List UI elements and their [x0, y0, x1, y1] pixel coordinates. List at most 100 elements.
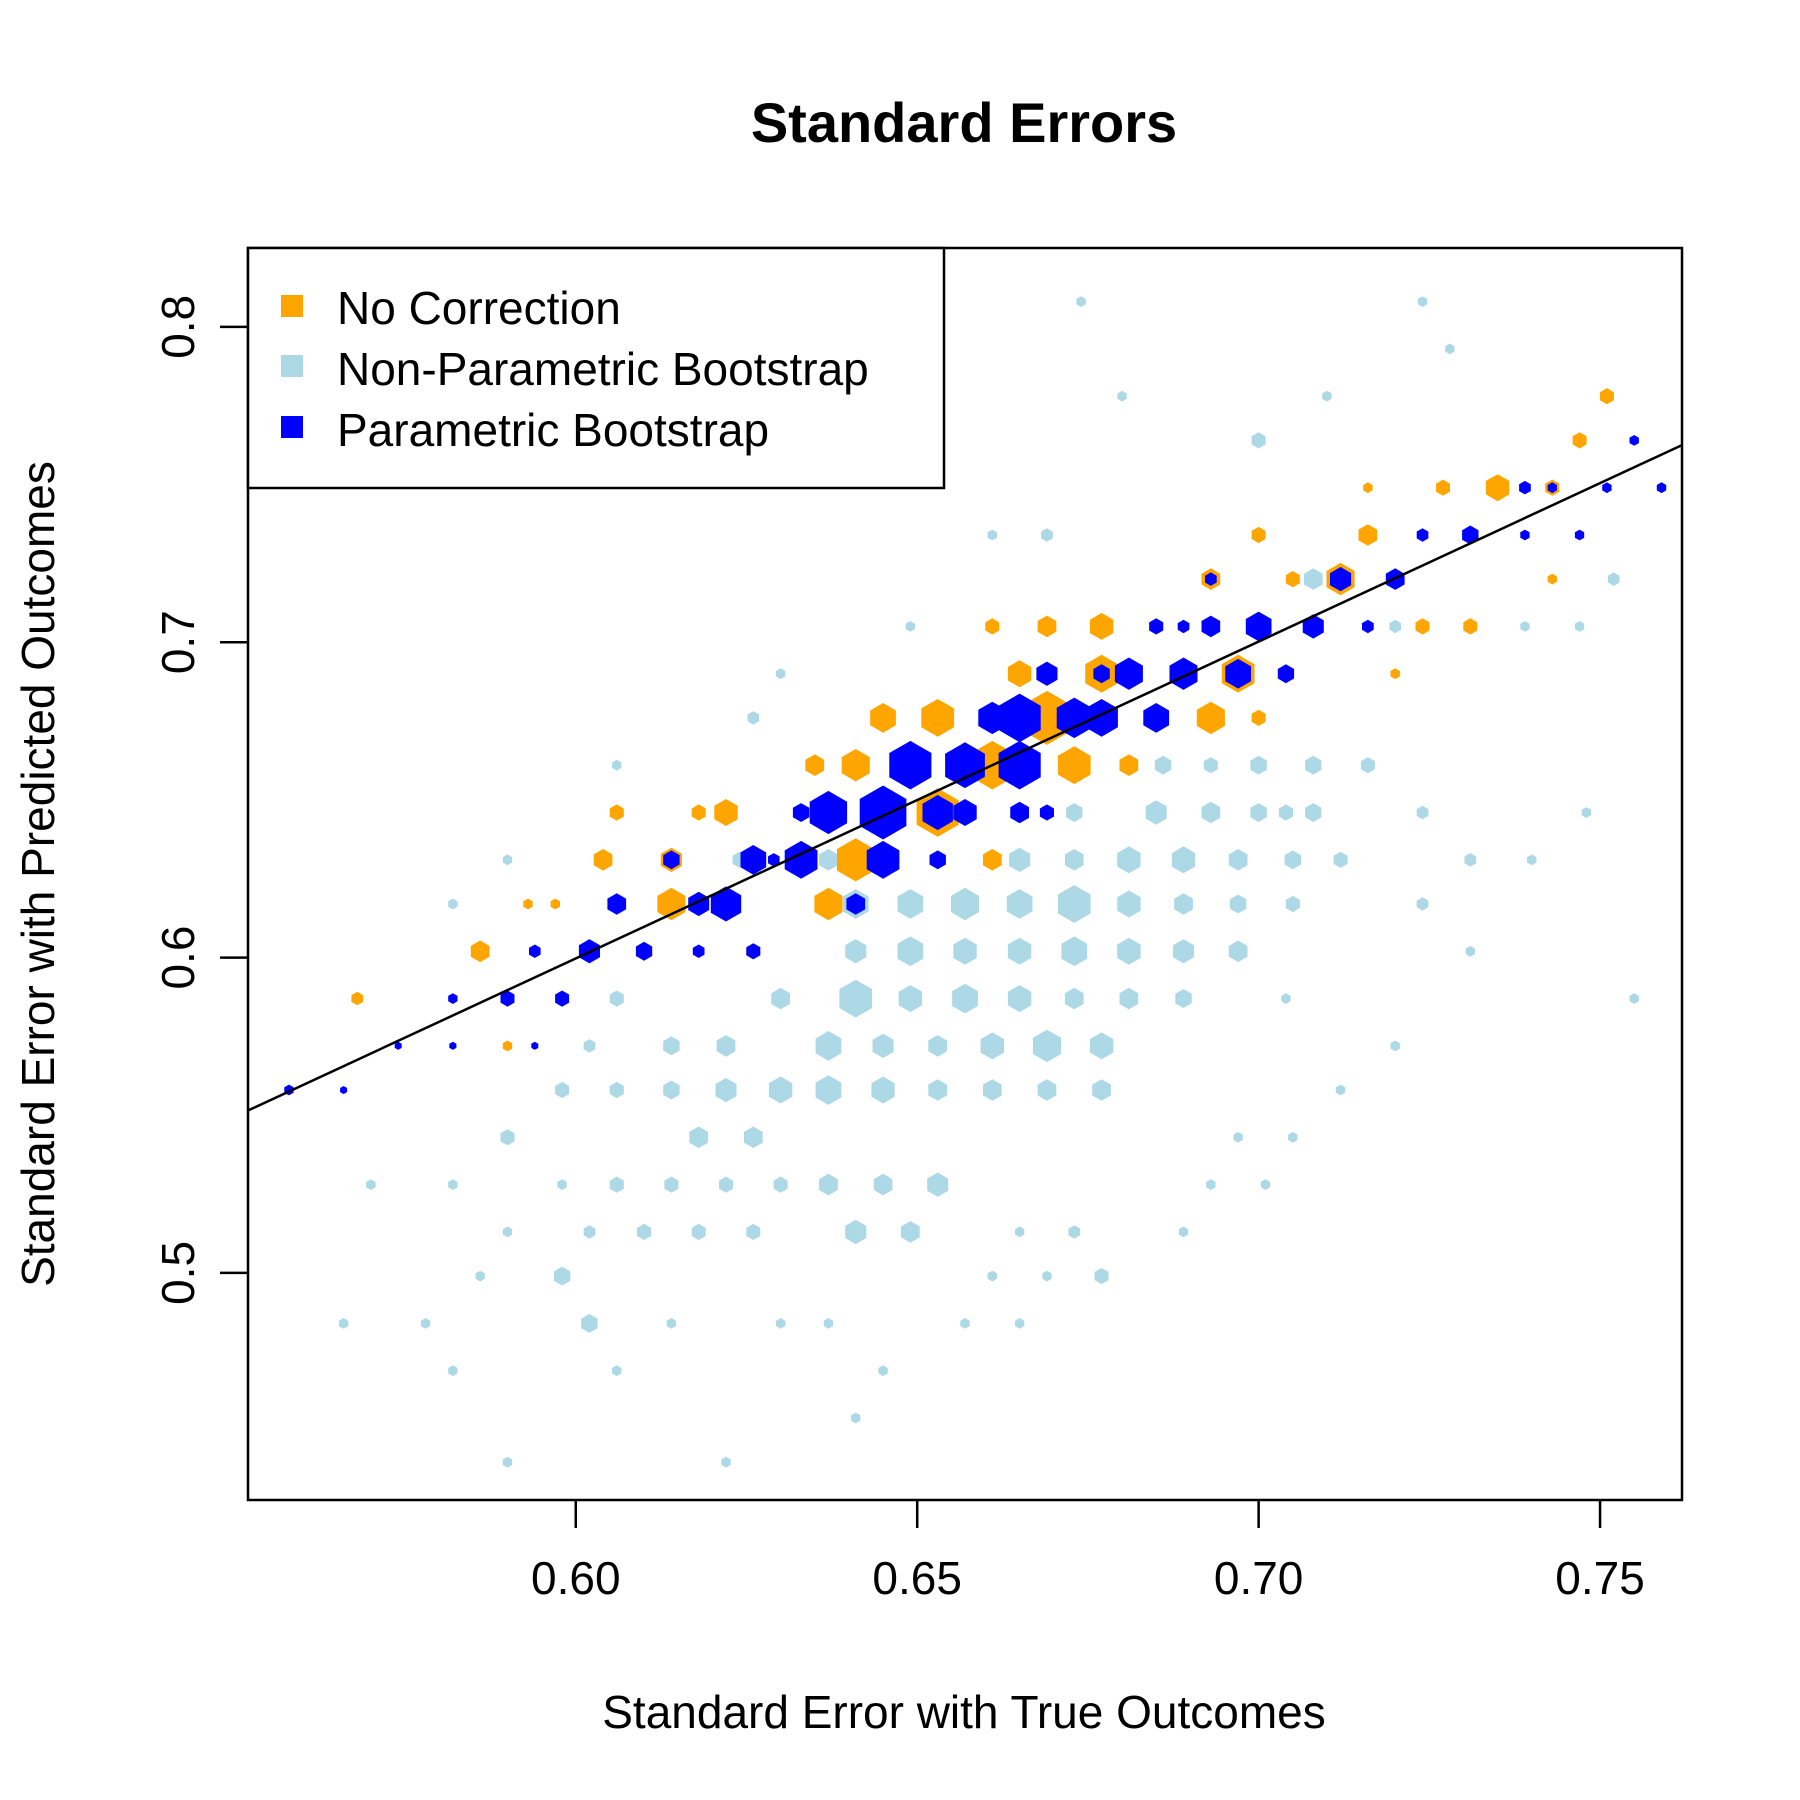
hexbin-non-parametric-bootstrap-6 — [928, 1035, 947, 1057]
hexbin-parametric-bootstrap-2 — [889, 740, 932, 790]
hexbin-non-parametric-bootstrap-0 — [609, 990, 624, 1007]
hexbin-non-parametric-bootstrap-103 — [776, 668, 786, 680]
hexbin-parametric-bootstrap-42 — [1656, 482, 1667, 494]
hexbin-non-parametric-bootstrap-27 — [953, 937, 977, 965]
hexbin-parametric-bootstrap-24 — [1036, 661, 1058, 686]
hexbin-non-parametric-bootstrap-67 — [845, 1219, 867, 1245]
hexbin-parametric-bootstrap-58 — [1205, 572, 1217, 586]
hexbin-no-correction-34 — [1436, 479, 1450, 496]
hexbin-non-parametric-bootstrap-80 — [1066, 803, 1083, 822]
hexbin-parametric-bootstrap-5 — [998, 693, 1041, 743]
hexbin-non-parametric-bootstrap-83 — [1251, 432, 1266, 449]
y-tick-label-1: 0.6 — [152, 926, 204, 990]
hexbin-parametric-bootstrap-10 — [1169, 657, 1198, 690]
hexbin-non-parametric-bootstrap-120 — [612, 1365, 622, 1377]
hexbin-non-parametric-bootstrap-64 — [637, 1223, 652, 1240]
hexbin-no-correction-46 — [1547, 573, 1557, 585]
hexbin-parametric-bootstrap-55 — [340, 1086, 348, 1095]
hexbin-non-parametric-bootstrap-47 — [1333, 851, 1348, 868]
hexbin-non-parametric-bootstrap-29 — [1061, 936, 1088, 967]
hexbin-non-parametric-bootstrap-93 — [1581, 807, 1592, 818]
hexbin-non-parametric-bootstrap-43 — [1117, 846, 1141, 874]
hexbin-parametric-bootstrap-40 — [1602, 482, 1612, 494]
hexbin-non-parametric-bootstrap-5 — [872, 1033, 894, 1058]
hexbin-non-parametric-bootstrap-2 — [716, 1035, 736, 1057]
hexbin-no-correction-3 — [609, 804, 624, 821]
hexbin-non-parametric-bootstrap-10 — [715, 1077, 737, 1103]
hexbin-non-parametric-bootstrap-30 — [1117, 937, 1141, 965]
hexbin-no-correction-32 — [1358, 524, 1378, 546]
hexbin-non-parametric-bootstrap-113 — [502, 1456, 513, 1468]
hexbin-non-parametric-bootstrap-133 — [557, 1179, 567, 1190]
hexbin-parametric-bootstrap-0 — [809, 790, 848, 835]
hexbin-non-parametric-bootstrap-135 — [1068, 1225, 1081, 1239]
hexbin-no-correction-42 — [470, 940, 490, 963]
hexbin-no-correction-12 — [814, 887, 843, 921]
legend-swatch-non-parametric-bootstrap — [281, 355, 303, 377]
hexbin-non-parametric-bootstrap-101 — [987, 529, 997, 541]
hexbin-non-parametric-bootstrap-19 — [898, 985, 923, 1013]
hexbin-non-parametric-bootstrap-105 — [612, 759, 622, 771]
hexbin-parametric-bootstrap-30 — [1277, 664, 1295, 684]
hexbin-non-parametric-bootstrap-63 — [927, 1172, 949, 1197]
hexbin-non-parametric-bootstrap-99 — [1465, 945, 1475, 957]
hexbin-non-parametric-bootstrap-54 — [1360, 757, 1375, 774]
hexbin-non-parametric-bootstrap-90 — [1464, 853, 1477, 867]
hexbin-parametric-bootstrap-59 — [1177, 619, 1190, 634]
hexbin-non-parametric-bootstrap-78 — [819, 849, 838, 871]
hexbin-non-parametric-bootstrap-139 — [1233, 1131, 1243, 1143]
legend-swatch-no-correction — [281, 295, 303, 317]
hexbin-non-parametric-bootstrap-11 — [768, 1076, 793, 1104]
hexbin-non-parametric-bootstrap-26 — [897, 936, 924, 967]
hexbin-no-correction-6 — [714, 799, 738, 826]
y-tick-label-2: 0.7 — [152, 610, 204, 674]
hexbin-parametric-bootstrap-6 — [1056, 697, 1092, 739]
hexbin-non-parametric-bootstrap-128 — [1322, 390, 1332, 402]
hexbin-non-parametric-bootstrap-121 — [666, 1318, 676, 1329]
hexbin-non-parametric-bootstrap-109 — [420, 1318, 431, 1329]
hexbin-parametric-bootstrap-23 — [953, 799, 977, 826]
x-tick-label-1: 0.65 — [872, 1552, 962, 1604]
hexbin-parametric-bootstrap-41 — [1629, 435, 1639, 446]
hexbin-parametric-bootstrap-21 — [635, 941, 653, 961]
hexbin-non-parametric-bootstrap-119 — [1015, 1318, 1025, 1329]
hexbin-non-parametric-bootstrap-31 — [1173, 939, 1194, 964]
hexbin-non-parametric-bootstrap-125 — [960, 1318, 970, 1329]
hexbin-non-parametric-bootstrap-92 — [1527, 854, 1537, 866]
legend: No Correction Non-Parametric Bootstrap P… — [246, 246, 946, 490]
hexbin-no-correction-44 — [1463, 618, 1478, 635]
y-tick-label-0: 0.5 — [152, 1241, 204, 1305]
hexbin-non-parametric-bootstrap-58 — [664, 1176, 679, 1193]
hexbin-parametric-bootstrap-43 — [1010, 801, 1029, 824]
hexbin-non-parametric-bootstrap-138 — [1260, 1179, 1271, 1190]
hexbin-parametric-bootstrap-34 — [1416, 528, 1429, 542]
hexbin-non-parametric-bootstrap-118 — [1094, 1268, 1109, 1285]
hexbin-no-correction-47 — [1363, 482, 1373, 494]
hexbin-non-parametric-bootstrap-9 — [1089, 1032, 1114, 1060]
hexbin-non-parametric-bootstrap-50 — [1250, 803, 1267, 822]
hexbin-parametric-bootstrap-39 — [1519, 480, 1531, 495]
hexbin-non-parametric-bootstrap-97 — [1607, 572, 1620, 586]
legend-swatch-parametric-bootstrap — [281, 416, 303, 438]
hexbin-parametric-bootstrap-48 — [529, 944, 541, 958]
hexbin-non-parametric-bootstrap-61 — [819, 1173, 838, 1196]
hexbin-non-parametric-bootstrap-114 — [721, 1456, 731, 1468]
hexbin-non-parametric-bootstrap-100 — [1041, 528, 1053, 542]
x-tick-label-0: 0.60 — [531, 1552, 621, 1604]
hexbin-no-correction-33 — [1415, 618, 1430, 635]
hexbin-parametric-bootstrap-3 — [945, 742, 985, 789]
y-tick-label-3: 0.8 — [152, 295, 204, 359]
hexbin-no-correction-38 — [1572, 432, 1587, 449]
hexbin-parametric-bootstrap-52 — [449, 1041, 457, 1050]
hexbin-no-correction-15 — [921, 699, 955, 737]
hexbin-non-parametric-bootstrap-44 — [1171, 846, 1196, 874]
hexbin-non-parametric-bootstrap-59 — [719, 1176, 733, 1193]
hexbin-no-correction-2 — [593, 849, 613, 871]
hexbin-non-parametric-bootstrap-124 — [878, 1365, 888, 1377]
hexbin-parametric-bootstrap-13 — [866, 840, 900, 879]
hexbin-non-parametric-bootstrap-122 — [776, 1318, 786, 1329]
hexbin-non-parametric-bootstrap-75 — [583, 1039, 596, 1053]
hexbin-parametric-bootstrap-14 — [922, 795, 953, 831]
hexbin-non-parametric-bootstrap-89 — [1416, 805, 1429, 820]
hexbin-non-parametric-bootstrap-95 — [1520, 621, 1530, 632]
